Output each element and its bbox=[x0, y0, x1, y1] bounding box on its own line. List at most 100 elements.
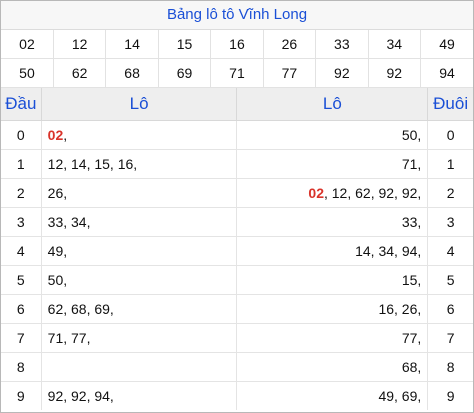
lo-left-cell: 62, 68, 69, bbox=[41, 294, 238, 324]
duoi-cell: 4 bbox=[427, 236, 473, 266]
lo-left-cell: 02, bbox=[41, 120, 238, 150]
number-cell: 71 bbox=[210, 58, 264, 88]
number-cell: 77 bbox=[263, 58, 317, 88]
lo-right-text: 33, bbox=[401, 214, 422, 230]
lo-right-text: 16, 26, bbox=[378, 301, 422, 317]
lo-left-cell: 26, bbox=[41, 178, 238, 208]
dau-cell: 7 bbox=[1, 323, 42, 353]
dau-cell: 2 bbox=[1, 178, 42, 208]
lo-left-text: 62, 68, 69, bbox=[47, 301, 114, 317]
number-cell: 16 bbox=[210, 30, 264, 59]
lo-right-cell: 50, bbox=[236, 120, 429, 150]
duoi-cell: 8 bbox=[427, 352, 473, 382]
lo-right-cell: 14, 34, 94, bbox=[236, 236, 429, 266]
lo-right-cell: 02, 12, 62, 92, 92, bbox=[236, 178, 429, 208]
table-row: 7 71, 77, 77, 7 bbox=[1, 323, 473, 353]
lo-right-cell: 33, bbox=[236, 207, 429, 237]
lo-left-text: 49, bbox=[47, 243, 68, 259]
table-row: 3 33, 34, 33, 3 bbox=[1, 207, 473, 237]
dau-cell: 0 bbox=[1, 120, 42, 150]
number-cell: 12 bbox=[53, 30, 107, 59]
dau-cell: 5 bbox=[1, 265, 42, 295]
number-cell: 50 bbox=[1, 58, 54, 88]
number-cell: 68 bbox=[105, 58, 159, 88]
lo-left-cell: 33, 34, bbox=[41, 207, 238, 237]
dau-cell: 4 bbox=[1, 236, 42, 266]
duoi-cell: 9 bbox=[446, 388, 455, 404]
dau-cell: 3 bbox=[1, 207, 42, 237]
lo-right-cell: 16, 26, bbox=[236, 294, 429, 324]
lo-body: 0 02, 50, 0 1 12, 14, 15, 16, 71, 1 2 26, 02, 12, … bbox=[1, 120, 473, 410]
lo-right-text: 77, bbox=[401, 330, 422, 346]
lo-left-text: , bbox=[63, 127, 68, 143]
lo-left-cell: 92, 92, 94, bbox=[41, 381, 238, 410]
numbers-row-2: 50 62 68 69 71 77 92 92 94 bbox=[1, 58, 473, 88]
header-dau: Đầu bbox=[1, 88, 42, 121]
highlight-number: 02 bbox=[308, 185, 324, 201]
number-cell: 26 bbox=[263, 30, 317, 59]
lo-left-text: 12, 14, 15, 16, bbox=[47, 156, 138, 172]
table-row: 2 26, 02, 12, 62, 92, 92, 2 bbox=[1, 178, 473, 208]
table-row: 1 12, 14, 15, 16, 71, 1 bbox=[1, 149, 473, 179]
number-cell: 02 bbox=[1, 30, 54, 59]
number-cell: 34 bbox=[368, 30, 422, 59]
table-row: 5 50, 15, 5 bbox=[1, 265, 473, 295]
table-row: 9 92, 92, 94, 49, 69, 9 bbox=[1, 381, 473, 410]
lo-right-cell: 15, bbox=[236, 265, 429, 295]
duoi-cell: 0 bbox=[427, 120, 473, 150]
lo-right-cell: 68, bbox=[236, 352, 429, 382]
lo-left-cell: 49, bbox=[41, 236, 238, 266]
lo-header-row: Đầu Lô Lô Đuôi bbox=[1, 88, 473, 121]
duoi-cell: 3 bbox=[427, 207, 473, 237]
lo-left-text: 92, 92, 94, bbox=[47, 388, 114, 404]
lo-right-text: 68, bbox=[401, 359, 422, 375]
lo-left-text: 50, bbox=[47, 272, 68, 288]
table-row: 6 62, 68, 69, 16, 26, 6 bbox=[1, 294, 473, 324]
lo-left-cell bbox=[41, 352, 238, 382]
lo-right-text: 50, bbox=[401, 127, 422, 143]
duoi-cell: 5 bbox=[427, 265, 473, 295]
lo-right-cell: 77, bbox=[236, 323, 429, 353]
number-cell: 94 bbox=[420, 58, 473, 88]
number-cell: 92 bbox=[368, 58, 422, 88]
duoi-cell: 7 bbox=[427, 323, 473, 353]
number-cell: 15 bbox=[158, 30, 212, 59]
dau-cell: 8 bbox=[1, 352, 42, 382]
duoi-cell: 2 bbox=[427, 178, 473, 208]
lo-right-text: 71, bbox=[401, 156, 422, 172]
lo-right-text: , 12, 62, 92, 92, bbox=[323, 185, 422, 201]
table-title: Bảng lô tô Vĩnh Long bbox=[1, 1, 473, 30]
header-lo-left: Lô bbox=[41, 88, 238, 121]
lo-left-cell: 71, 77, bbox=[41, 323, 238, 353]
table-row: 0 02, 50, 0 bbox=[1, 120, 473, 150]
header-lo-right: Lô bbox=[236, 88, 429, 121]
lo-right-text: 14, 34, 94, bbox=[355, 243, 422, 259]
lo-left-cell: 12, 14, 15, 16, bbox=[41, 149, 238, 179]
numbers-grid: 02 12 14 15 16 26 33 34 49 50 62 68 69 7… bbox=[1, 30, 473, 88]
table-row: 8 68, 8 bbox=[1, 352, 473, 382]
highlight-number: 02 bbox=[47, 127, 64, 143]
number-cell: 49 bbox=[420, 30, 473, 59]
lo-left-text: 26, bbox=[47, 185, 68, 201]
lo-left-text: 71, 77, bbox=[47, 330, 91, 346]
number-cell: 69 bbox=[158, 58, 212, 88]
lo-right-text: 49, 69, bbox=[378, 388, 422, 404]
lo-right-cell: 49, 69, bbox=[236, 381, 429, 410]
dau-cell: 9 bbox=[1, 381, 42, 410]
number-cell: 14 bbox=[105, 30, 159, 59]
duoi-cell: 6 bbox=[427, 294, 473, 324]
lo-right-text: 15, bbox=[401, 272, 422, 288]
lo-left-cell: 50, bbox=[41, 265, 238, 295]
lo-right-cell: 71, bbox=[236, 149, 429, 179]
dau-cell: 1 bbox=[1, 149, 42, 179]
duoi-cell: 1 bbox=[427, 149, 473, 179]
number-cell: 33 bbox=[315, 30, 369, 59]
header-duoi: Đuôi bbox=[427, 88, 473, 121]
table-row: 4 49, 14, 34, 94, 4 bbox=[1, 236, 473, 266]
lo-table: Đầu Lô Lô Đuôi 0 02, 50, 0 1 12, 14, 15, 16, 7… bbox=[1, 88, 473, 410]
number-cell: 92 bbox=[315, 58, 369, 88]
numbers-row-1: 02 12 14 15 16 26 33 34 49 bbox=[1, 30, 473, 59]
number-cell: 62 bbox=[53, 58, 107, 88]
dau-cell: 6 bbox=[1, 294, 42, 324]
